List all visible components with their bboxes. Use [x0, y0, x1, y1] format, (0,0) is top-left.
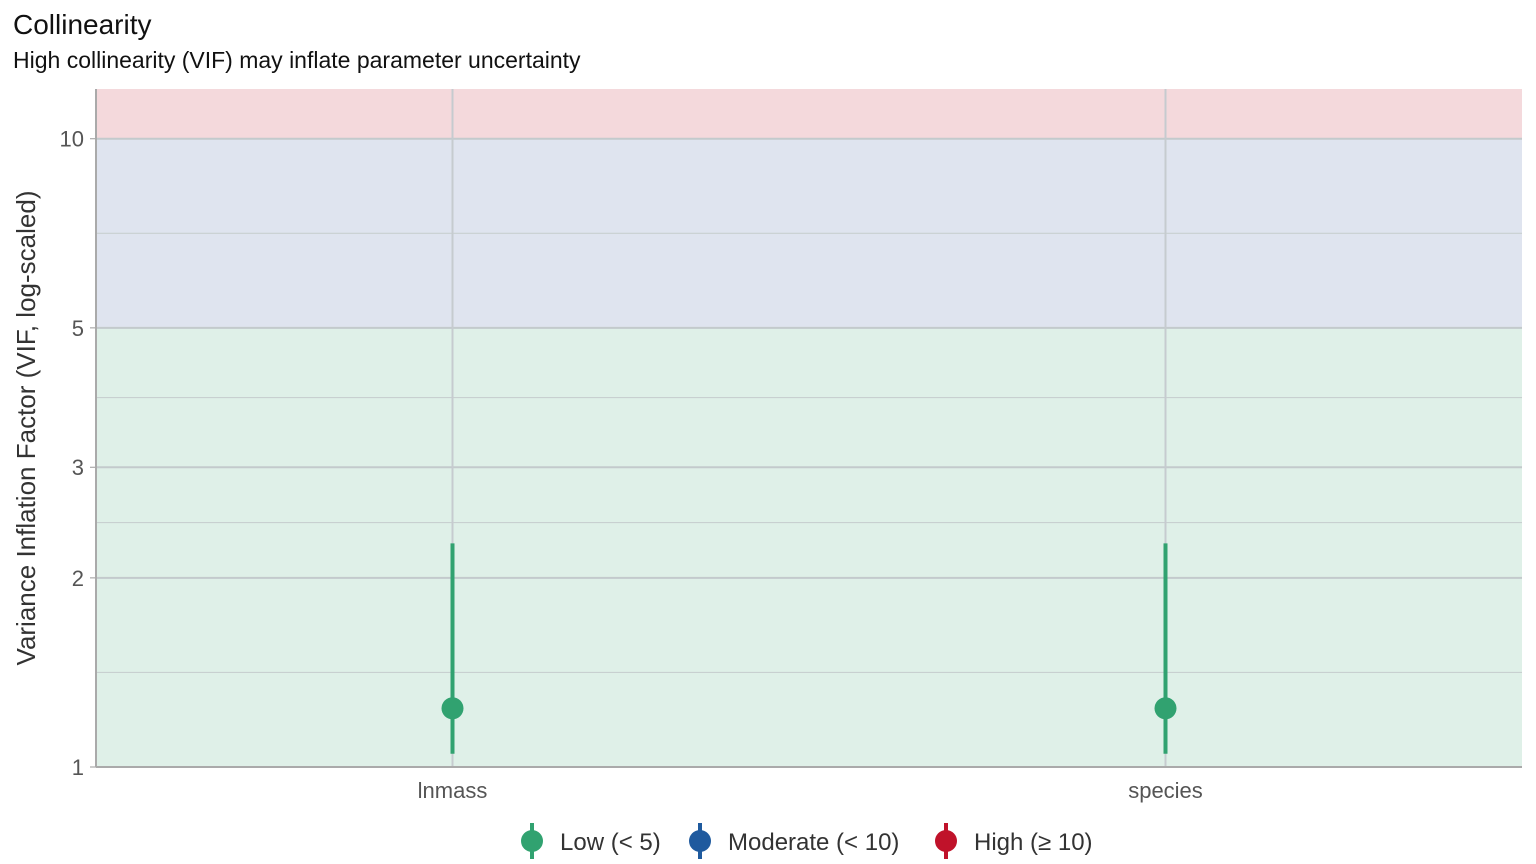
- vif-point: [1154, 697, 1177, 720]
- risk-bands: [96, 89, 1522, 767]
- axes: 1 2 3 5 10 lnmass species Variance Inflation Fa…: [11, 89, 1522, 803]
- y-tick-label: 3: [72, 455, 84, 480]
- band-2: [96, 89, 1522, 139]
- y-tick-label: 2: [72, 566, 84, 591]
- data-marks: [441, 543, 1177, 754]
- legend-key-point: [689, 830, 711, 852]
- grid-lines: [96, 89, 1522, 767]
- x-tick-label: species: [1128, 778, 1203, 803]
- x-tick-label: lnmass: [418, 778, 488, 803]
- chart-subtitle: High collinearity (VIF) may inflate para…: [13, 47, 581, 73]
- y-tick-label: 10: [60, 127, 84, 152]
- band-0: [96, 327, 1522, 767]
- legend-label: Moderate (< 10): [728, 829, 899, 856]
- legend-label: High (≥ 10): [974, 829, 1093, 856]
- vif-point: [441, 697, 464, 720]
- legend-key-point: [935, 830, 957, 852]
- legend: Low (< 5) Moderate (< 10) High (≥ 10): [521, 823, 1093, 859]
- y-axis-label: Variance Inflation Factor (VIF, log-scal…: [11, 191, 41, 666]
- y-tick-label: 1: [72, 755, 84, 780]
- legend-key-point: [521, 830, 543, 852]
- legend-label: Low (< 5): [560, 829, 661, 856]
- y-tick-label: 5: [72, 316, 84, 341]
- chart-title: Collinearity: [13, 9, 152, 40]
